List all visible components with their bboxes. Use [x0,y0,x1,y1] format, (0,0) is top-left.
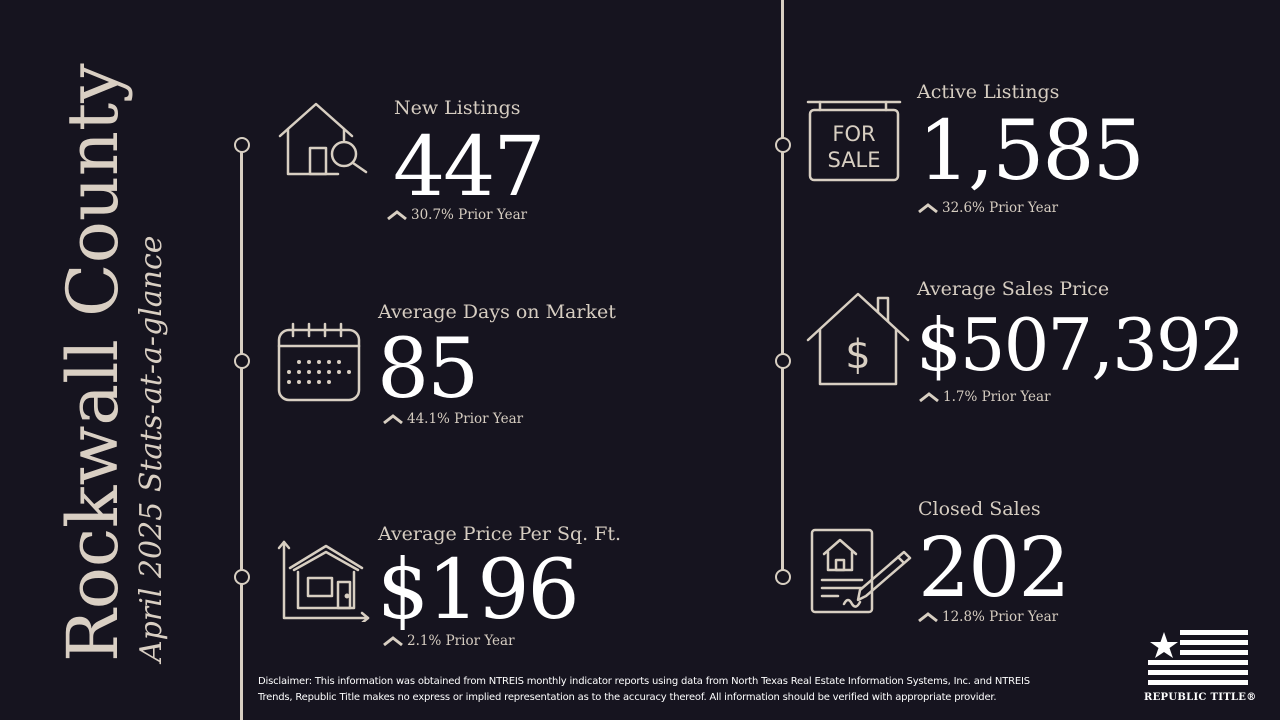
stat-label-price-per-sqft: Average Price Per Sq. Ft. [378,523,622,545]
chevron-up-icon [918,203,938,214]
chevron-up-icon [919,392,939,403]
timeline-node [234,137,250,153]
timeline-node [775,569,791,585]
svg-text:$: $ [845,332,870,378]
stat-value-new-listings: 447 [393,120,546,215]
for-sale-sign-icon: FOR SALE [806,98,902,184]
stat-change-sales-price: 1.7% Prior Year [918,389,1051,405]
house-chart-icon [276,540,372,622]
stat-change-text: 2.1% Prior Year [407,633,515,649]
stat-change-days-on-market: 44.1% Prior Year [382,411,523,427]
calendar-icon [277,320,363,404]
timeline-right [781,0,784,580]
county-title: Rockwall County [52,63,134,662]
chevron-up-icon [383,636,403,647]
signed-contract-icon [808,526,914,616]
stat-value-closed-sales: 202 [918,521,1071,616]
stat-value-price-per-sqft: $196 [377,543,580,638]
page-subtitle: April 2025 Stats-at-a-glance [134,235,169,662]
stat-change-new-listings: 30.7% Prior Year [386,207,527,223]
timeline-node [775,137,791,153]
stat-change-text: 32.6% Prior Year [942,200,1059,216]
for-sale-sign-text: SALE [827,148,880,172]
stat-value-active-listings: 1,585 [918,104,1145,199]
chevron-up-icon [387,210,407,221]
chevron-up-icon [383,414,403,425]
stat-label-closed-sales: Closed Sales [918,498,1041,520]
disclaimer: Disclaimer: This information was obtaine… [258,676,1030,703]
timeline-left [240,138,243,720]
stat-change-text: 12.8% Prior Year [942,609,1059,625]
stat-change-closed-sales: 12.8% Prior Year [917,609,1058,625]
stat-label-days-on-market: Average Days on Market [378,301,616,323]
stat-change-price-per-sqft: 2.1% Prior Year [382,633,515,649]
house-dollar-icon: $ [806,290,910,388]
stat-value-sales-price: $507,392 [916,303,1246,387]
stat-change-text: 44.1% Prior Year [407,411,524,427]
chevron-up-icon [918,612,938,623]
republic-title-logo [1144,628,1256,708]
stat-change-text: 30.7% Prior Year [411,207,528,223]
stat-change-text: 1.7% Prior Year [943,389,1051,405]
stat-value-days-on-market: 85 [377,322,479,417]
logo-text: REPUBLIC TITLE® [1144,692,1257,703]
timeline-node [234,353,250,369]
stat-label-active-listings: Active Listings [917,81,1060,103]
house-search-icon [278,100,372,178]
stat-change-active-listings: 32.6% Prior Year [917,200,1058,216]
for-sale-sign-text: FOR [832,122,875,146]
timeline-node [234,569,250,585]
stat-label-new-listings: New Listings [394,97,521,119]
stat-label-sales-price: Average Sales Price [917,278,1110,300]
timeline-node [775,353,791,369]
